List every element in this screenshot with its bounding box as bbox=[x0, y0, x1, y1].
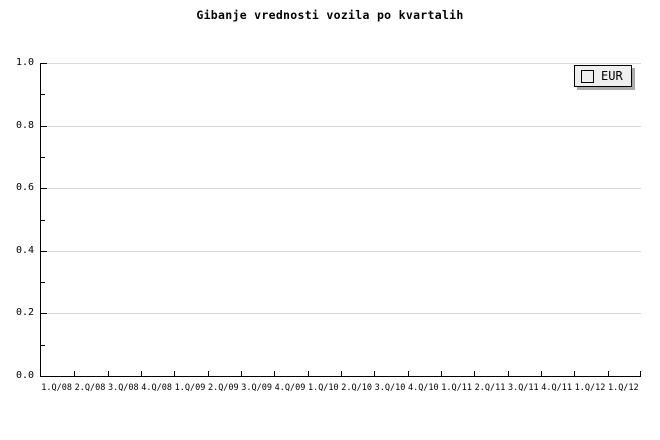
legend-swatch-eur-icon bbox=[581, 69, 594, 83]
x-axis-tick bbox=[608, 371, 609, 376]
x-axis-tick bbox=[640, 371, 641, 376]
y-axis-minor-tick bbox=[41, 345, 45, 346]
x-axis-tick-label: 1.Q/10 bbox=[307, 383, 339, 393]
y-axis-minor-tick bbox=[41, 94, 45, 95]
x-axis-tick-label: 1.Q/12 bbox=[607, 383, 639, 393]
x-axis-tick bbox=[308, 371, 309, 376]
y-axis-major-tick bbox=[41, 251, 47, 252]
y-axis-major-tick bbox=[41, 63, 47, 64]
y-axis: 0.0 0.2 0.4 0.6 0.8 1.0 bbox=[0, 57, 34, 381]
y-axis-minor-tick bbox=[41, 282, 45, 283]
plot-area bbox=[40, 63, 641, 377]
chart-title: Gibanje vrednosti vozila po kvartalih bbox=[196, 8, 464, 22]
x-axis-tick bbox=[141, 371, 142, 376]
x-axis-tick bbox=[174, 371, 175, 376]
y-axis-major-tick bbox=[41, 126, 47, 127]
x-axis-tick bbox=[374, 371, 375, 376]
y-axis-tick-label: 0.4 bbox=[15, 245, 34, 256]
x-axis-tick bbox=[208, 371, 209, 376]
y-axis-minor-tick bbox=[41, 220, 45, 221]
x-axis-tick-label: 4.Q/08 bbox=[141, 383, 173, 393]
gridline bbox=[41, 188, 641, 189]
x-axis-tick-label: 2.Q/09 bbox=[207, 383, 239, 393]
x-axis-tick bbox=[408, 371, 409, 376]
x-axis-tick-label: 4.Q/11 bbox=[541, 383, 573, 393]
x-axis-tick-label: 3.Q/09 bbox=[241, 383, 273, 393]
gridline bbox=[41, 126, 641, 127]
x-axis-tick-label: 3.Q/08 bbox=[107, 383, 139, 393]
y-axis-tick-label: 0.6 bbox=[15, 182, 34, 193]
x-axis-tick bbox=[541, 371, 542, 376]
gridline bbox=[41, 251, 641, 252]
y-axis-tick-label: 0.0 bbox=[15, 370, 34, 381]
gridline bbox=[41, 313, 641, 314]
x-axis-tick bbox=[108, 371, 109, 376]
y-axis-tick-label: 0.2 bbox=[15, 307, 34, 318]
x-axis-tick-label: 1.Q/11 bbox=[441, 383, 473, 393]
legend-label-eur: EUR bbox=[601, 68, 623, 83]
x-axis-tick bbox=[574, 371, 575, 376]
x-axis-tick-label: 2.Q/11 bbox=[474, 383, 506, 393]
x-axis-tick-label: 1.Q/08 bbox=[41, 383, 73, 393]
x-axis-tick-label: 2.Q/10 bbox=[341, 383, 373, 393]
y-axis-minor-tick bbox=[41, 157, 45, 158]
x-axis-tick bbox=[241, 371, 242, 376]
x-axis-tick-label: 1.Q/12 bbox=[574, 383, 606, 393]
y-axis-tick-label: 0.8 bbox=[15, 120, 34, 131]
x-axis-tick-label: 3.Q/11 bbox=[507, 383, 539, 393]
legend: EUR bbox=[574, 65, 632, 87]
x-axis-tick bbox=[74, 371, 75, 376]
x-axis-tick-label: 2.Q/08 bbox=[74, 383, 106, 393]
y-axis-major-tick bbox=[41, 313, 47, 314]
x-axis: 1.Q/08 2.Q/08 3.Q/08 4.Q/08 1.Q/09 2.Q/09 3.Q/… bbox=[40, 383, 640, 397]
x-axis-tick-label: 1.Q/09 bbox=[174, 383, 206, 393]
x-axis-tick-label: 3.Q/10 bbox=[374, 383, 406, 393]
x-axis-tick bbox=[274, 371, 275, 376]
x-axis-tick-label: 4.Q/10 bbox=[407, 383, 439, 393]
gridline bbox=[41, 63, 641, 64]
y-axis-major-tick bbox=[41, 188, 47, 189]
x-axis-tick bbox=[474, 371, 475, 376]
x-axis-tick-label: 4.Q/09 bbox=[274, 383, 306, 393]
x-axis-tick bbox=[508, 371, 509, 376]
y-axis-tick-label: 1.0 bbox=[15, 57, 34, 68]
x-axis-tick bbox=[441, 371, 442, 376]
x-axis-tick bbox=[341, 371, 342, 376]
